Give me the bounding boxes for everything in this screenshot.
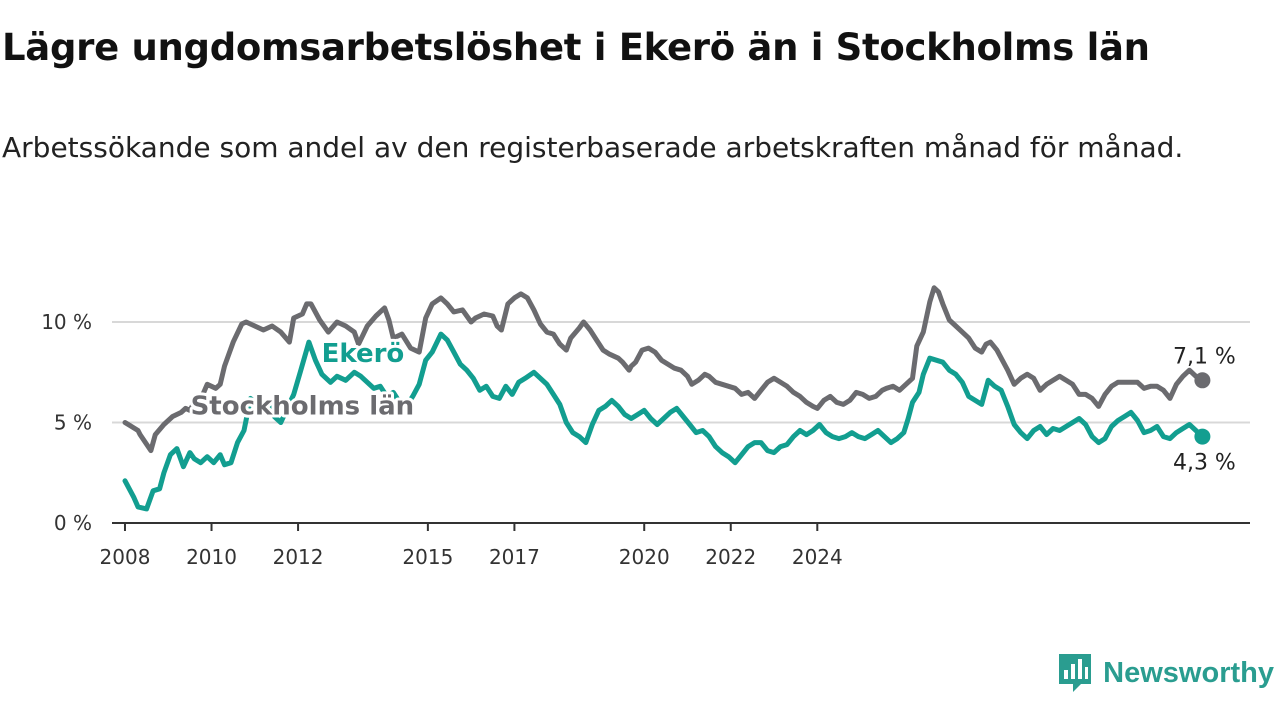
x-tick-label: 2024 [792, 545, 843, 569]
series-name-label: Stockholms län [191, 391, 415, 421]
series-lines [122, 285, 1205, 512]
newsworthy-logo-icon [1059, 654, 1092, 692]
series-line-stockholms-l-n [122, 285, 1205, 454]
series-end-dot [1194, 428, 1211, 445]
x-tick-label: 2022 [705, 545, 756, 569]
series-line-eker- [122, 331, 1205, 512]
series-end-dot [1194, 372, 1211, 389]
y-tick-label: 0 % [54, 511, 92, 535]
gridlines [112, 321, 1250, 424]
series-name-label: Ekerö [322, 339, 405, 369]
x-tick-label: 2017 [489, 545, 540, 569]
series-end-markers [1194, 372, 1211, 445]
x-tick-label: 2008 [100, 545, 151, 569]
newsworthy-brand: Newsworthy [1057, 652, 1274, 694]
x-tick-label: 2015 [402, 545, 453, 569]
y-tick-label: 5 % [54, 411, 92, 435]
brand-name: Newsworthy [1103, 656, 1274, 689]
chart-title: Lägre ungdomsarbetslöshet i Ekerö än i S… [2, 26, 1150, 69]
y-tick-label: 10 % [41, 310, 92, 334]
x-axis: 2008 2010 2012 2015 2017 2020 2022 2024 [100, 522, 1250, 569]
x-tick-label: 2010 [186, 545, 237, 569]
x-tick-label: 2020 [619, 545, 670, 569]
x-tick-label: 2012 [273, 545, 324, 569]
series-labels: 7,1 % Stockholms län 4,3 % Ekerö [188, 336, 1236, 476]
chart-subtitle: Arbetssökande som andel av den registerb… [2, 131, 1184, 164]
series-end-value-label: 4,3 % [1173, 451, 1236, 476]
series-end-value-label: 7,1 % [1173, 344, 1236, 369]
y-axis: 0 % 5 % 10 % [41, 310, 92, 535]
